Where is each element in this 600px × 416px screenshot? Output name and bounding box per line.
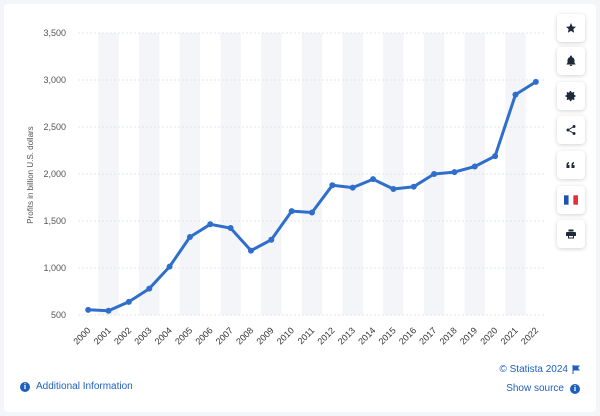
- x-axis-ticks: 2000 2001 2002 2003 2004 2005 2006 2007 2008 2009…: [71, 325, 540, 346]
- data-point[interactable]: [247, 247, 254, 254]
- data-point[interactable]: [146, 285, 153, 292]
- data-point[interactable]: [370, 176, 377, 183]
- category-band: [139, 33, 160, 315]
- gridlines: [78, 32, 546, 316]
- x-tick-label: 2008: [234, 325, 255, 346]
- language-button[interactable]: [557, 186, 585, 214]
- x-tick-label: 2002: [112, 325, 133, 346]
- x-tick-label: 2019: [458, 325, 479, 346]
- info-icon: i: [570, 383, 580, 394]
- data-point[interactable]: [390, 186, 397, 193]
- print-icon: [566, 229, 576, 239]
- x-tick-label: 2000: [71, 325, 92, 346]
- data-point[interactable]: [329, 182, 336, 189]
- additional-information-link[interactable]: i Additional Information: [20, 381, 133, 392]
- x-tick-label: 2003: [132, 325, 153, 346]
- category-band: [383, 33, 404, 315]
- data-point[interactable]: [125, 298, 132, 305]
- star-icon: [566, 23, 576, 33]
- x-tick-label: 2013: [336, 325, 357, 346]
- x-tick-label: 2018: [438, 325, 459, 346]
- x-tick-label: 2021: [499, 325, 520, 346]
- gear-icon: [565, 91, 576, 102]
- favorite-button[interactable]: [557, 14, 585, 42]
- x-tick-label: 2022: [519, 325, 540, 346]
- x-tick-label: 2004: [153, 325, 174, 346]
- x-tick-label: 2005: [173, 325, 194, 346]
- data-point[interactable]: [105, 307, 112, 314]
- x-tick-label: 2012: [316, 325, 337, 346]
- data-point[interactable]: [532, 78, 539, 85]
- copyright-label: © Statista 2024: [499, 364, 568, 375]
- additional-information-label: Additional Information: [36, 381, 133, 392]
- x-tick-label: 2016: [397, 325, 418, 346]
- data-point[interactable]: [207, 221, 214, 228]
- x-tick-label: 2014: [356, 325, 377, 346]
- data-point[interactable]: [451, 169, 458, 176]
- flag-icon: [564, 195, 578, 205]
- x-tick-label: 2006: [193, 325, 214, 346]
- data-point[interactable]: [410, 183, 417, 190]
- y-tick-label: 500: [51, 310, 66, 320]
- data-point[interactable]: [166, 263, 173, 270]
- y-tick-label: 2,000: [43, 169, 66, 179]
- x-tick-label: 2010: [275, 325, 296, 346]
- data-point[interactable]: [492, 153, 499, 160]
- y-tick-label: 3,000: [43, 75, 66, 85]
- data-point[interactable]: [309, 209, 315, 216]
- y-tick-label: 1,000: [43, 263, 66, 273]
- info-icon: i: [20, 381, 30, 392]
- data-point[interactable]: [227, 225, 234, 232]
- category-band: [98, 33, 119, 315]
- quote-icon: [566, 162, 575, 168]
- data-point[interactable]: [431, 171, 438, 177]
- share-button[interactable]: [557, 116, 585, 144]
- show-source-link[interactable]: Show source i: [506, 383, 580, 394]
- copyright-link[interactable]: © Statista 2024: [499, 364, 580, 375]
- x-tick-label: 2011: [296, 325, 317, 346]
- bell-icon: [566, 55, 576, 66]
- y-tick-label: 2,500: [43, 122, 66, 132]
- data-point[interactable]: [349, 184, 356, 191]
- x-tick-label: 2015: [377, 325, 398, 346]
- x-tick-label: 2017: [417, 325, 438, 346]
- category-band: [342, 33, 363, 315]
- notification-button[interactable]: [557, 47, 585, 75]
- data-point[interactable]: [471, 163, 478, 170]
- data-point[interactable]: [186, 233, 193, 240]
- data-point[interactable]: [288, 208, 295, 215]
- settings-button[interactable]: [557, 82, 585, 110]
- x-tick-label: 2001: [92, 325, 113, 346]
- y-tick-label: 1,500: [43, 216, 66, 226]
- cite-button[interactable]: [557, 151, 585, 179]
- share-icon: [566, 125, 576, 135]
- data-point[interactable]: [512, 91, 519, 98]
- x-tick-label: 2007: [214, 325, 235, 346]
- y-axis-label: Profits in billion U.S. dollars: [26, 126, 35, 223]
- print-button[interactable]: [557, 220, 585, 248]
- x-tick-label: 2009: [254, 325, 275, 346]
- y-axis-ticks: 500 1,000 1,500 2,000 2,500 3,000 3,500: [43, 28, 66, 320]
- data-point[interactable]: [85, 306, 92, 313]
- show-source-label: Show source: [506, 383, 564, 394]
- data-point[interactable]: [268, 236, 275, 243]
- data-points: [85, 78, 539, 314]
- y-tick-label: 3,500: [43, 28, 66, 38]
- x-tick-label: 2020: [478, 325, 499, 346]
- flag-small-icon: [572, 365, 580, 374]
